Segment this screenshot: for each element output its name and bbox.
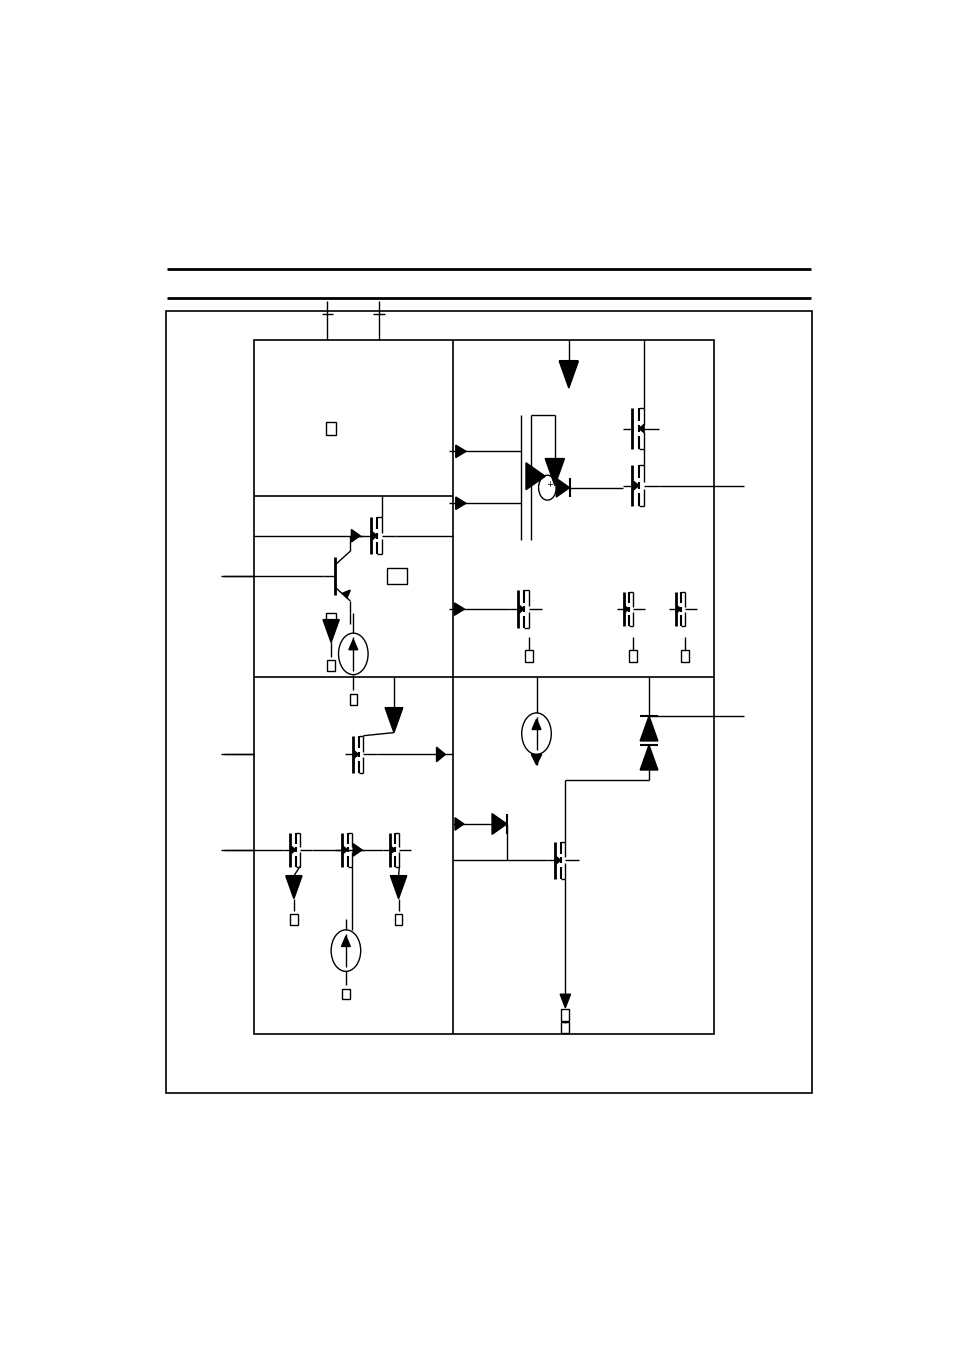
Bar bbox=[680, 650, 689, 662]
Polygon shape bbox=[633, 481, 639, 489]
Polygon shape bbox=[532, 718, 540, 729]
Bar bbox=[524, 650, 532, 662]
Polygon shape bbox=[456, 445, 466, 457]
Bar bbox=[342, 989, 349, 999]
Polygon shape bbox=[455, 818, 463, 830]
Polygon shape bbox=[343, 847, 347, 853]
Bar bbox=[628, 650, 637, 662]
Bar bbox=[395, 914, 402, 925]
Polygon shape bbox=[292, 847, 295, 853]
Polygon shape bbox=[639, 745, 658, 770]
Text: +: + bbox=[546, 480, 553, 489]
Polygon shape bbox=[559, 995, 570, 1008]
Bar bbox=[327, 661, 335, 670]
Polygon shape bbox=[354, 751, 358, 758]
Polygon shape bbox=[372, 532, 376, 539]
Polygon shape bbox=[390, 876, 406, 899]
Polygon shape bbox=[545, 458, 564, 485]
Polygon shape bbox=[556, 479, 569, 497]
Polygon shape bbox=[639, 425, 643, 433]
Polygon shape bbox=[492, 814, 506, 834]
Polygon shape bbox=[558, 361, 578, 388]
Polygon shape bbox=[518, 605, 523, 613]
Polygon shape bbox=[342, 590, 350, 599]
Bar bbox=[326, 422, 335, 435]
Bar bbox=[166, 311, 811, 1093]
Bar bbox=[560, 1010, 569, 1020]
Polygon shape bbox=[351, 530, 360, 542]
Bar bbox=[253, 340, 714, 1034]
Polygon shape bbox=[639, 716, 658, 741]
Bar bbox=[326, 613, 335, 627]
Polygon shape bbox=[531, 755, 541, 764]
Polygon shape bbox=[677, 605, 680, 612]
Polygon shape bbox=[323, 620, 339, 643]
Polygon shape bbox=[286, 876, 302, 899]
Polygon shape bbox=[341, 936, 350, 946]
Bar bbox=[290, 914, 297, 925]
Bar bbox=[349, 694, 356, 705]
Polygon shape bbox=[624, 605, 628, 612]
Polygon shape bbox=[525, 462, 545, 489]
Polygon shape bbox=[454, 603, 464, 615]
Polygon shape bbox=[349, 639, 357, 650]
Polygon shape bbox=[436, 747, 445, 762]
Polygon shape bbox=[353, 844, 361, 856]
Polygon shape bbox=[456, 497, 466, 510]
Polygon shape bbox=[556, 856, 560, 864]
Bar bbox=[386, 568, 407, 584]
Polygon shape bbox=[385, 708, 402, 732]
Bar bbox=[560, 1022, 569, 1033]
Polygon shape bbox=[391, 847, 395, 853]
